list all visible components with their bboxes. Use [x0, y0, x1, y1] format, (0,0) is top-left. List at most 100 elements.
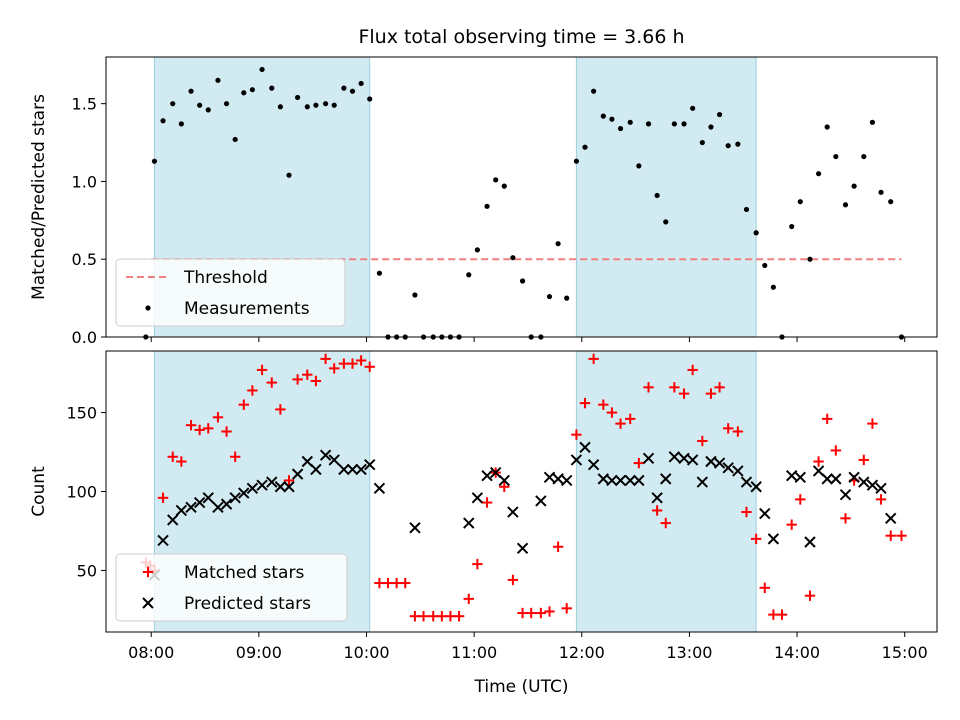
data-point-0-59 [660, 517, 671, 529]
data-point-0-20 [322, 101, 329, 107]
data-point-0-25 [367, 96, 373, 102]
data-point-0-46 [555, 241, 561, 247]
data-point-0-58 [663, 219, 669, 225]
x-tick-label-7: 15:00 [882, 643, 928, 662]
data-point-0-48 [561, 603, 572, 614]
data-point-0-38 [472, 558, 483, 570]
data-point-1-50 [678, 452, 690, 465]
data-point-1-14 [274, 481, 287, 493]
data-point-0-19 [313, 102, 319, 108]
y-axis-label: Matched/Predicted stars [29, 94, 49, 300]
data-point-1-66 [830, 473, 842, 485]
data-point-0-24 [347, 358, 358, 369]
data-point-0-30 [400, 577, 411, 589]
data-point-0-23 [349, 88, 356, 94]
data-point-1-23 [355, 463, 367, 476]
data-point-1-22 [346, 463, 359, 476]
data-point-1-52 [696, 476, 709, 488]
data-point-1-9 [229, 492, 241, 504]
data-point-0-61 [678, 388, 690, 399]
data-point-0-38 [484, 203, 490, 209]
data-point-1-35 [543, 471, 556, 483]
legend: Threshold Measurements [115, 258, 346, 327]
data-point-0-32 [418, 611, 429, 622]
data-point-0-47 [564, 295, 570, 301]
data-point-0-64 [705, 388, 717, 399]
data-point-1-20 [328, 454, 340, 466]
data-point-0-83 [875, 494, 887, 505]
data-point-1-70 [866, 479, 879, 491]
data-point-1-54 [713, 457, 726, 469]
data-point-0-7 [205, 107, 211, 113]
data-point-1-45 [633, 474, 645, 487]
data-point-1-65 [821, 473, 833, 485]
data-point-0-76 [813, 456, 824, 467]
x-tick-label-3: 11:00 [451, 643, 497, 662]
data-point-1-5 [193, 496, 206, 509]
data-point-0-36 [453, 611, 465, 622]
data-point-0-85 [896, 530, 907, 541]
data-point-1-28 [471, 492, 484, 504]
data-point-0-62 [687, 364, 698, 376]
data-point-1-18 [310, 463, 322, 476]
axes-frame [105, 56, 938, 338]
data-point-1-12 [256, 479, 268, 491]
data-point-0-65 [714, 382, 725, 393]
legend-swatch-0 [142, 566, 154, 578]
data-point-1-15 [283, 481, 295, 493]
data-point-0-30 [412, 292, 418, 298]
data-point-0-72 [776, 609, 788, 620]
data-point-1-62 [794, 471, 807, 483]
data-point-0-3 [157, 492, 169, 504]
legend-label-1: Measurements [184, 299, 310, 319]
data-point-0-14 [269, 85, 275, 91]
legend: Matched stars Predicted stars [115, 553, 348, 622]
data-point-0-75 [815, 171, 822, 177]
data-point-0-9 [212, 412, 224, 423]
data-point-0-58 [651, 505, 663, 516]
data-point-0-11 [241, 90, 247, 96]
data-point-0-51 [588, 353, 599, 365]
data-point-1-57 [740, 476, 753, 488]
data-point-0-4 [167, 451, 178, 462]
data-point-0-8 [215, 77, 221, 83]
data-point-0-74 [795, 494, 806, 505]
data-point-1-41 [597, 473, 610, 485]
legend-box [115, 258, 346, 327]
data-point-0-16 [275, 404, 286, 415]
data-point-0-68 [741, 506, 752, 518]
data-point-1-39 [579, 441, 591, 454]
data-point-0-12 [238, 399, 249, 410]
data-point-0-75 [804, 590, 816, 601]
data-point-0-18 [292, 374, 303, 385]
data-point-0-15 [277, 104, 283, 110]
data-point-0-82 [878, 189, 884, 195]
data-point-1-27 [463, 517, 475, 529]
data-point-1-25 [373, 482, 386, 495]
x-tick-label-0: 08:00 [128, 643, 174, 662]
data-point-0-39 [493, 177, 499, 183]
data-point-1-53 [705, 455, 717, 468]
data-point-0-15 [266, 377, 277, 388]
data-point-0-74 [807, 256, 813, 262]
data-point-1-63 [804, 536, 816, 548]
data-point-1-56 [732, 465, 744, 477]
data-point-1-3 [175, 504, 188, 517]
data-point-0-77 [822, 413, 833, 425]
data-point-1-1 [157, 534, 169, 547]
data-point-1-59 [759, 507, 771, 520]
data-point-1-24 [364, 458, 376, 471]
data-point-0-68 [753, 230, 759, 236]
data-point-0-81 [869, 119, 876, 125]
data-point-0-8 [203, 423, 214, 434]
x-tick-label-6: 14:00 [774, 643, 820, 662]
legend-swatch-1 [142, 597, 154, 609]
data-point-0-10 [221, 426, 232, 437]
data-point-1-13 [266, 476, 278, 488]
data-point-0-41 [499, 481, 510, 492]
data-point-0-47 [552, 541, 564, 552]
data-point-0-40 [501, 183, 507, 189]
data-point-0-61 [690, 105, 696, 111]
data-point-0-60 [681, 121, 687, 127]
